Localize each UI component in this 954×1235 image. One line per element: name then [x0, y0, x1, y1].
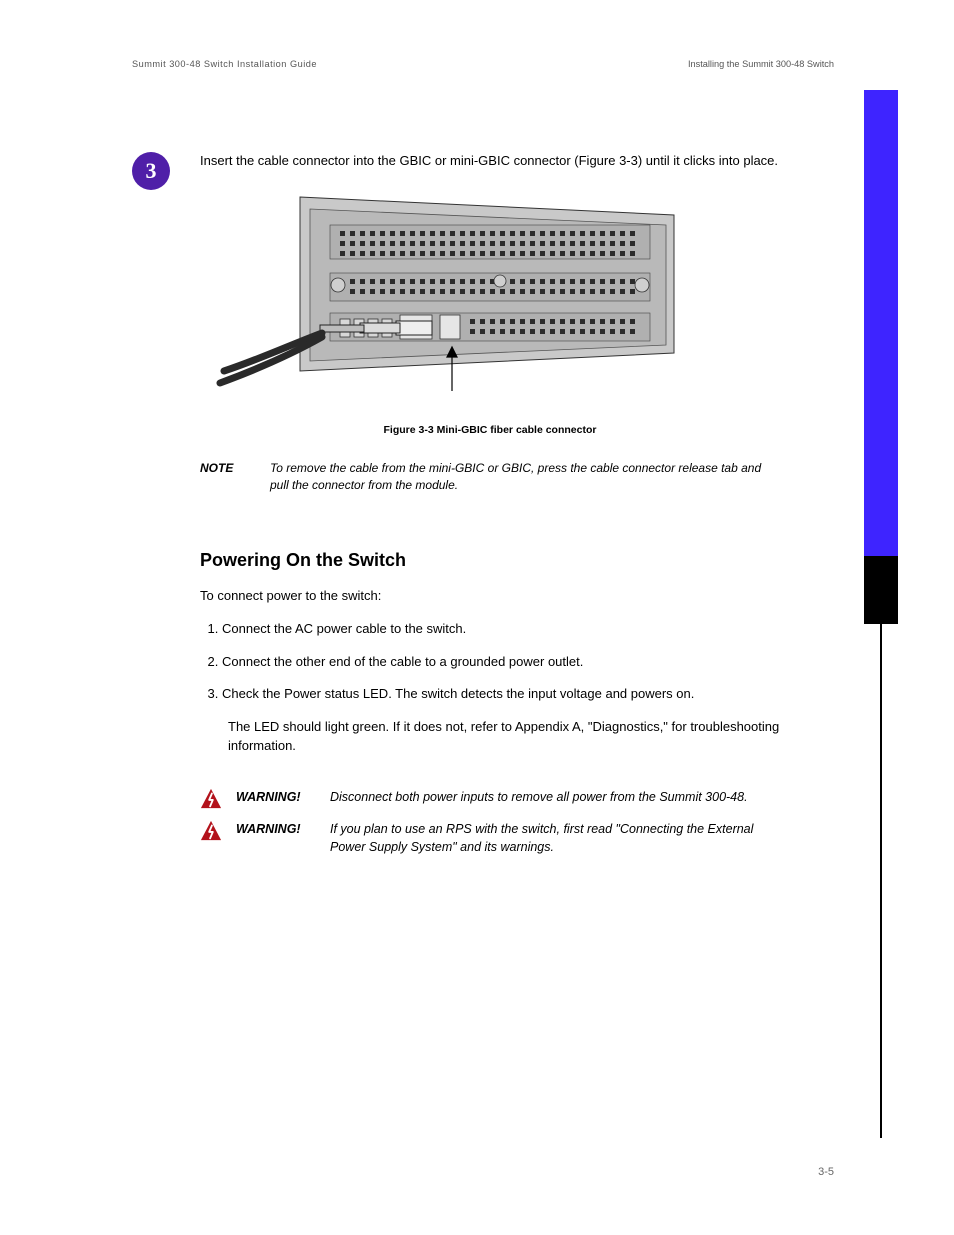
- figure-caption: Figure 3-3 Mini-GBIC fiber cable connect…: [200, 423, 780, 438]
- power-step-2: Connect the other end of the cable to a …: [222, 653, 780, 672]
- warning-2-body: If you plan to use an RPS with the switc…: [330, 820, 780, 856]
- note-body: To remove the cable from the mini-GBIC o…: [270, 460, 780, 495]
- power-steps: Connect the AC power cable to the switch…: [200, 620, 780, 705]
- step-badge-3: 3: [132, 152, 170, 190]
- section-heading: Installing the Summit 300-48 Switch: [688, 58, 834, 71]
- hazard-icon: [200, 820, 222, 842]
- warning-2-label: WARNING!: [236, 820, 316, 838]
- hazard-icon: [200, 788, 222, 810]
- power-intro: To connect power to the switch:: [200, 587, 780, 606]
- figure-device: [200, 185, 680, 415]
- warning-1: WARNING! Disconnect both power inputs to…: [200, 788, 780, 810]
- warning-2: WARNING! If you plan to use an RPS with …: [200, 820, 780, 856]
- power-substep: The LED should light green. If it does n…: [200, 718, 780, 756]
- power-step-3: Check the Power status LED. The switch d…: [222, 685, 780, 704]
- power-heading: Powering On the Switch: [200, 547, 780, 573]
- intro-text: Insert the cable connector into the GBIC…: [200, 152, 780, 171]
- side-band-primary: [864, 90, 898, 556]
- page-number: 3-5: [818, 1165, 834, 1181]
- note-label: NOTE: [200, 460, 252, 495]
- power-step-1: Connect the AC power cable to the switch…: [222, 620, 780, 639]
- warning-1-body: Disconnect both power inputs to remove a…: [330, 788, 780, 806]
- note-block: NOTE To remove the cable from the mini-G…: [200, 460, 780, 495]
- side-band-secondary: [864, 556, 898, 624]
- warning-1-label: WARNING!: [236, 788, 316, 806]
- side-band-thin: [880, 624, 882, 1138]
